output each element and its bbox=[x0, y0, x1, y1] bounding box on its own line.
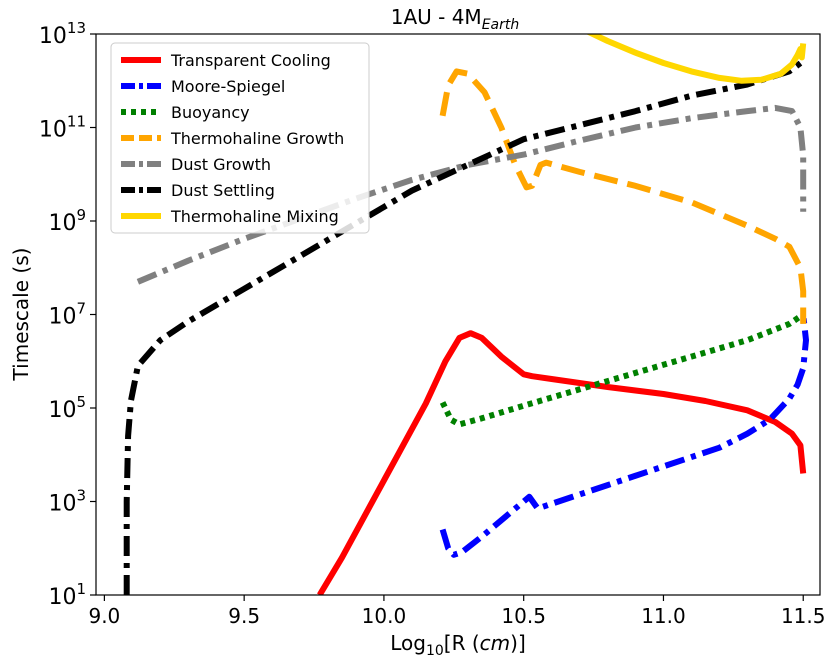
y-axis: 101 103 105 107 109 1011 1013 bbox=[39, 19, 96, 610]
legend-label-dust-settling: Dust Settling bbox=[171, 181, 275, 200]
legend-label-moore-spiegel: Moore-Spiegel bbox=[171, 77, 285, 96]
x-tick-label: 11.0 bbox=[641, 604, 686, 628]
x-axis-label-pre: Log bbox=[390, 631, 426, 655]
series-line-thermohaline-mixing bbox=[586, 34, 807, 84]
chart-title-sub: Earth bbox=[482, 17, 520, 33]
x-axis-label-mid: [R ( bbox=[444, 631, 480, 655]
x-axis: 9.0 9.5 10.0 10.5 11.0 11.5 bbox=[88, 595, 825, 628]
y-tick-label: 1011 bbox=[39, 113, 86, 143]
series-line-transparent-cooling bbox=[317, 330, 807, 595]
x-tick-label: 10.0 bbox=[362, 604, 407, 628]
x-axis-label-ital: cm bbox=[480, 631, 510, 655]
x-axis-label-post: )] bbox=[510, 631, 526, 655]
y-tick-label: 105 bbox=[48, 393, 86, 423]
series-line-moore-spiegel bbox=[439, 314, 809, 558]
x-axis-label: Log10[R (cm)] bbox=[390, 631, 526, 659]
series-line-buoyancy bbox=[439, 312, 805, 428]
legend-items: Transparent Cooling Moore-Spiegel Buoyancy… bbox=[121, 51, 344, 226]
x-tick-label: 9.5 bbox=[228, 604, 260, 628]
x-axis-label-sub: 10 bbox=[426, 643, 444, 659]
y-tick-label: 109 bbox=[48, 206, 86, 236]
legend-label-thermohaline-growth: Thermohaline Growth bbox=[170, 129, 344, 148]
chart-title-main: 1AU - 4M bbox=[391, 5, 482, 29]
y-axis-label: Timescale (s) bbox=[9, 248, 33, 382]
x-tick-label: 10.5 bbox=[501, 604, 546, 628]
legend-label-buoyancy: Buoyancy bbox=[171, 103, 250, 122]
legend-label-transparent-cooling: Transparent Cooling bbox=[170, 51, 331, 70]
legend-box bbox=[110, 42, 370, 234]
legend: Transparent Cooling Moore-Spiegel Buoyancy… bbox=[110, 42, 370, 234]
y-tick-label: 101 bbox=[48, 580, 86, 610]
legend-label-dust-growth: Dust Growth bbox=[171, 155, 271, 174]
chart-title: 1AU - 4MEarth bbox=[391, 5, 520, 33]
y-tick-label: 103 bbox=[48, 487, 86, 517]
y-tick-label: 107 bbox=[48, 300, 86, 330]
legend-label-thermohaline-mixing: Thermohaline Mixing bbox=[170, 207, 339, 226]
series-layer bbox=[123, 34, 809, 595]
x-tick-label: 9.0 bbox=[88, 604, 120, 628]
x-tick-label: 11.5 bbox=[781, 604, 826, 628]
y-tick-label: 1013 bbox=[39, 19, 86, 49]
series-line-thermohaline-growth bbox=[439, 68, 807, 324]
